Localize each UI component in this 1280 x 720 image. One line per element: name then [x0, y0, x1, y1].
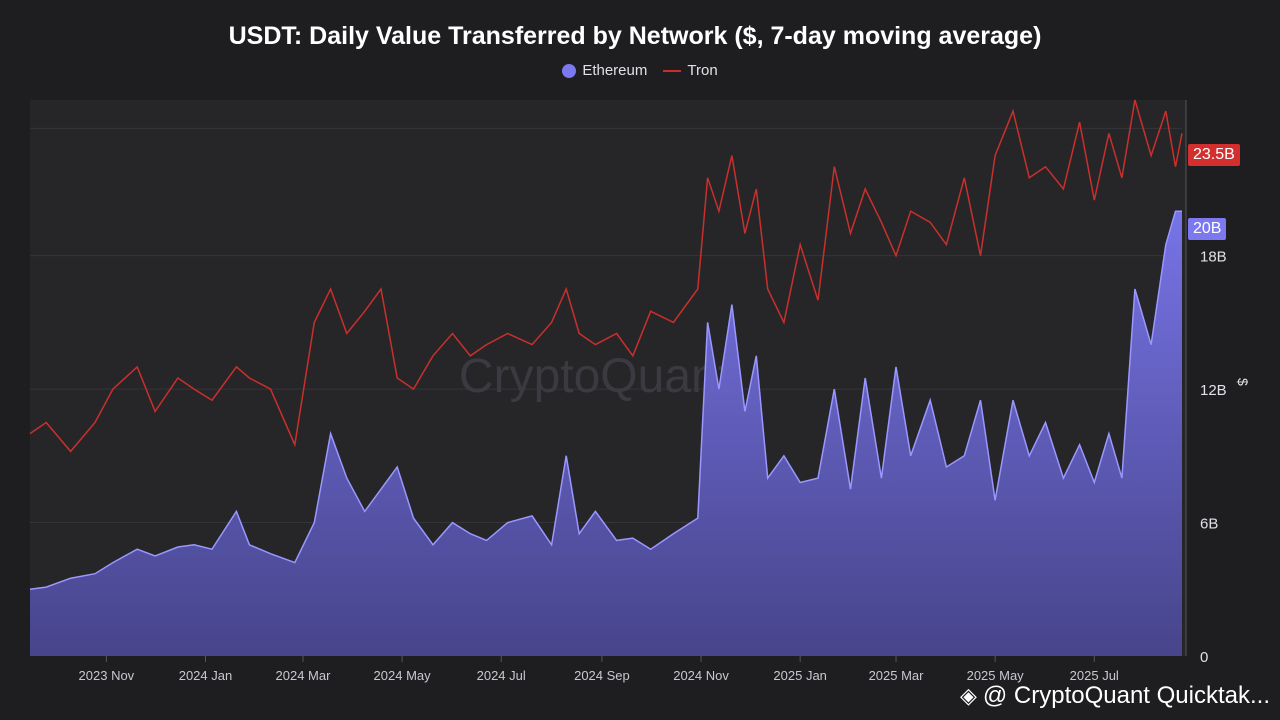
x-tick-label: 2025 Jan: [773, 668, 827, 683]
ethereum-area: [30, 211, 1182, 656]
y-tick-label: 6B: [1200, 516, 1218, 533]
legend-label-tron: Tron: [687, 62, 718, 79]
y-axis-label: $: [1235, 378, 1251, 386]
legend: Ethereum Tron: [0, 62, 1280, 79]
x-tick-label: 2024 Mar: [276, 668, 332, 683]
tron-line: [29, 99, 1183, 453]
x-tick-label: 2025 Jul: [1070, 668, 1119, 683]
y-tick-label: 0: [1200, 649, 1208, 666]
x-tick-label: 2024 May: [374, 668, 432, 683]
x-tick-label: 2024 Sep: [574, 668, 630, 683]
x-tick-label: 2024 Jul: [477, 668, 526, 683]
x-tick-label: 2024 Jan: [179, 668, 233, 683]
eth-last-value-tag: 20B: [1188, 218, 1227, 240]
legend-item-ethereum[interactable]: Ethereum: [562, 62, 647, 79]
tron-last-value-tag: 23.5B: [1188, 144, 1240, 166]
legend-item-tron[interactable]: Tron: [663, 62, 718, 79]
y-tick-label: 12B: [1200, 382, 1227, 399]
binance-diamond-icon: ◈: [959, 683, 977, 708]
watermark-text: CryptoQuant: [459, 350, 731, 403]
legend-dot-icon: [562, 63, 577, 78]
x-tick-label: 2025 May: [967, 668, 1025, 683]
x-tick-label: 2024 Nov: [673, 668, 729, 683]
legend-label-ethereum: Ethereum: [582, 62, 648, 79]
y-tick-label: 18B: [1200, 249, 1227, 266]
x-tick-label: 2025 Mar: [869, 668, 925, 683]
footer-text: @ CryptoQuant Quicktak...: [982, 682, 1270, 709]
footer-credit: ◈ @ CryptoQuant Quicktak...: [960, 682, 1270, 710]
legend-line-icon: [663, 69, 682, 72]
chart-title: USDT: Daily Value Transferred by Network…: [228, 22, 1042, 50]
ethereum-line: [29, 210, 1182, 591]
x-tick-label: 2023 Nov: [79, 668, 135, 683]
